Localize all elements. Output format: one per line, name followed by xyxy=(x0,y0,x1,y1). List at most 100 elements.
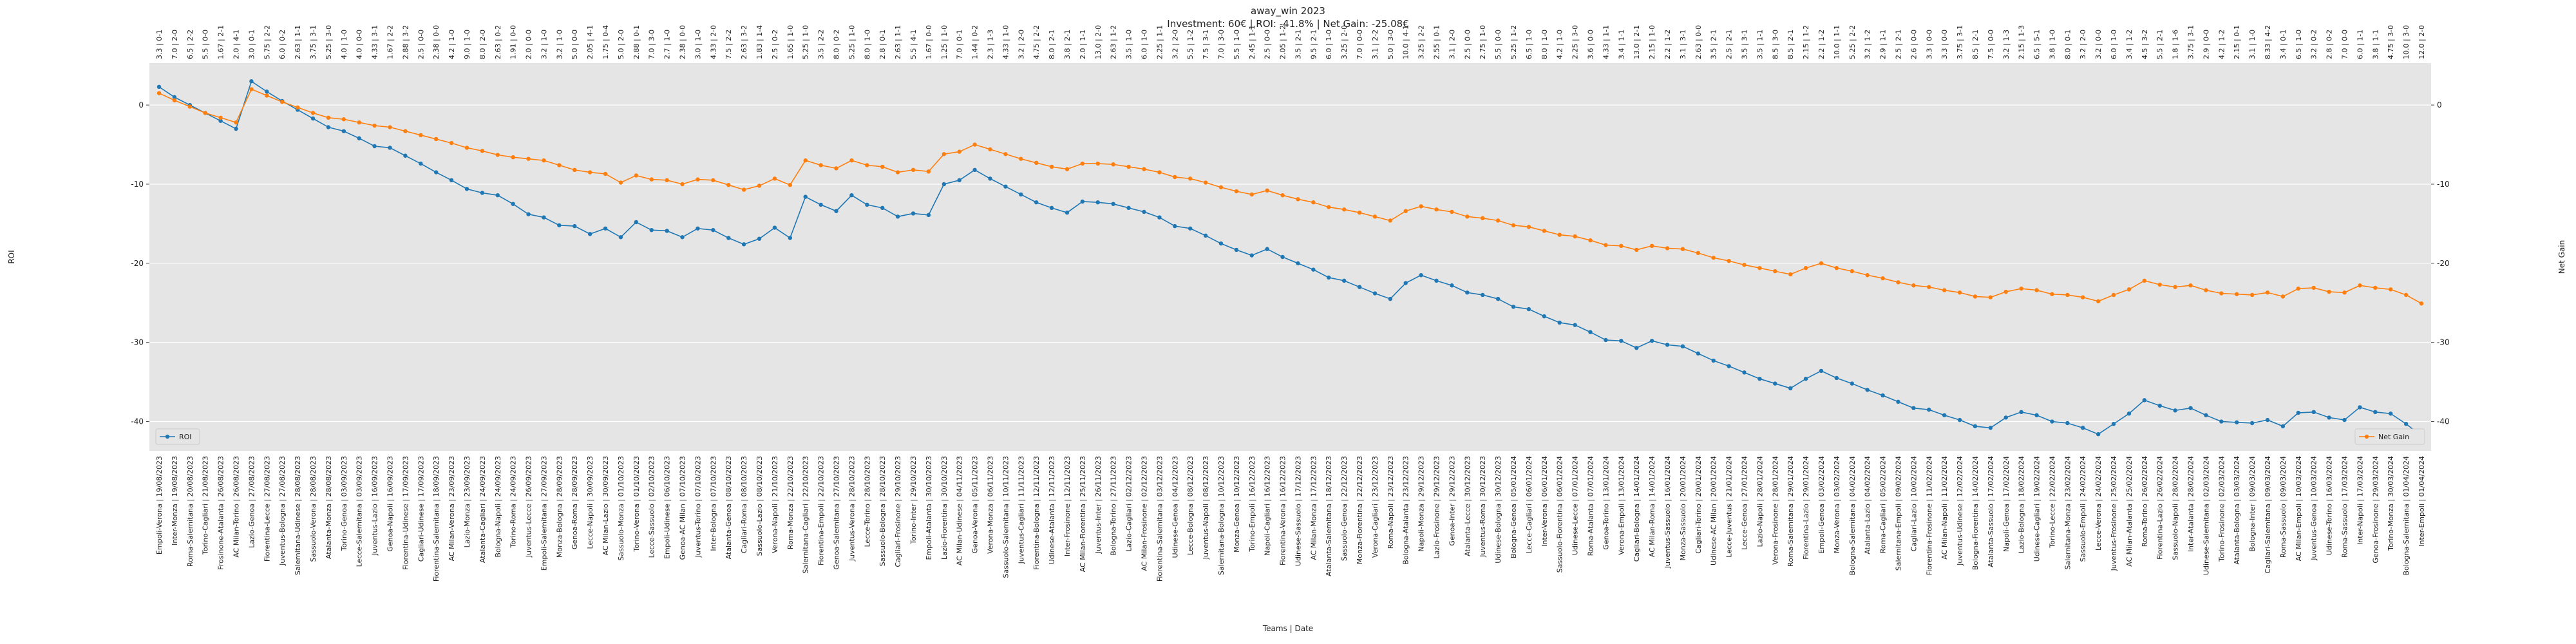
data-point xyxy=(942,182,946,187)
x-tick-label: Sassuolo-Napoli | 28/02/2024 xyxy=(2172,456,2180,560)
top-tick-label: 6.5 | 1-0 xyxy=(1525,30,1533,59)
x-tick-label: Fiorentina-Udinese | 17/09/2023 xyxy=(401,456,410,570)
data-point xyxy=(1680,344,1685,349)
x-tick-label: Inter-Monza | 19/08/2023 xyxy=(171,456,179,545)
data-point xyxy=(1065,167,1070,171)
top-tick-label: 3.2 | 2-0 xyxy=(1017,30,1025,59)
top-tick-label: 9.0 | 1-0 xyxy=(463,30,471,59)
x-tick-label: AC Milan-Empoli | 10/03/2024 xyxy=(2295,456,2303,561)
top-tick-label: 2.0 | 1-1 xyxy=(1079,30,1087,59)
top-tick-label: 2.8 | 0-1 xyxy=(878,30,887,59)
data-point xyxy=(1649,243,1654,248)
plot-background xyxy=(149,63,2431,451)
data-point xyxy=(1173,223,1177,229)
data-point xyxy=(249,87,254,91)
data-point xyxy=(880,205,885,211)
data-point xyxy=(1111,162,1115,167)
top-tick-label: 4.5 | 3-2 xyxy=(2141,30,2149,59)
data-point xyxy=(1757,377,1762,381)
data-point xyxy=(1742,370,1747,375)
data-point xyxy=(972,142,977,147)
data-point xyxy=(895,170,900,175)
top-tick-label: 5.0 | 2-0 xyxy=(617,30,625,59)
top-tick-label: 2.63 | 1-1 xyxy=(294,25,302,59)
top-tick-label: 1.83 | 1-4 xyxy=(755,25,764,59)
data-point xyxy=(2188,406,2193,410)
x-tick-label: Monza-Bologna | 28/09/2023 xyxy=(555,456,564,558)
data-point xyxy=(480,149,485,153)
data-point xyxy=(341,117,346,122)
data-point xyxy=(741,187,746,192)
data-point xyxy=(1357,211,1362,215)
data-point xyxy=(1526,307,1531,312)
data-point xyxy=(1095,161,1100,166)
x-tick-label: AC Milan-Udinese | 04/11/2023 xyxy=(956,456,964,565)
data-point xyxy=(1850,269,1854,274)
x-tick-label: Torino-Inter | 29/10/2023 xyxy=(909,456,918,545)
top-tick-label: 4.75 | 3-0 xyxy=(2387,25,2395,59)
data-point xyxy=(234,126,238,131)
top-tick-label: 2.63 | 0-2 xyxy=(494,25,502,59)
data-point xyxy=(1126,164,1131,169)
data-point xyxy=(711,228,715,232)
top-tick-label: 7.5 | 2-2 xyxy=(724,30,733,59)
data-point xyxy=(511,202,515,206)
data-point xyxy=(341,129,346,133)
top-tick-label: 3.75 | 3-1 xyxy=(309,25,317,59)
x-tick-label: Sassuolo-Bologna | 28/10/2023 xyxy=(878,456,887,566)
data-point xyxy=(849,158,854,163)
data-point xyxy=(1327,275,1331,280)
x-tick-label: Lecce-Salernitana | 03/09/2023 xyxy=(355,456,364,567)
top-tick-label: 3.2 | 0-0 xyxy=(2094,30,2103,59)
top-tick-label: 3.2 | 2-0 xyxy=(2079,30,2087,59)
top-tick-label: 2.5 | 2-1 xyxy=(1725,30,1734,59)
legend-label: ROI xyxy=(179,433,192,441)
x-tick-label: Atalanta-Cagliari | 24/09/2023 xyxy=(478,456,487,563)
data-point xyxy=(803,194,808,199)
legend-marker xyxy=(2364,434,2369,439)
top-tick-label: 4.33 | 1-0 xyxy=(1001,25,1010,59)
data-point xyxy=(1511,223,1516,228)
x-tick-label: Verona-Empoli | 13/01/2024 xyxy=(1617,456,1625,555)
x-tick-label: Lazio-Napoli | 28/01/2024 xyxy=(1756,456,1764,547)
data-point xyxy=(433,137,439,142)
data-point xyxy=(1557,320,1562,325)
x-tick-label: Roma-Atalanta | 07/01/2024 xyxy=(1587,456,1595,556)
data-point xyxy=(1311,200,1316,205)
data-point xyxy=(2188,283,2193,288)
data-point xyxy=(649,177,654,182)
top-tick-label: 2.63 | 3-2 xyxy=(740,25,748,59)
x-tick-label: Torino-Verona | 01/10/2023 xyxy=(632,456,641,553)
legend: Net Gain xyxy=(2354,428,2425,445)
data-point xyxy=(2081,295,2085,299)
data-point xyxy=(2249,421,2255,426)
x-tick-label: Salernitana-Monza | 23/02/2024 xyxy=(2063,456,2072,569)
data-point xyxy=(926,169,931,174)
x-tick-label: Fiorentina-Salernitana | 18/09/2023 xyxy=(432,456,440,582)
legend-label: Net Gain xyxy=(2378,433,2409,441)
data-point xyxy=(2034,413,2039,417)
data-point xyxy=(156,91,162,95)
data-point xyxy=(1896,280,1900,285)
data-point xyxy=(603,171,608,176)
x-tick-label: Empoli-Udinese | 06/10/2023 xyxy=(663,456,672,559)
data-point xyxy=(1327,205,1331,209)
data-point xyxy=(1727,364,1731,368)
data-point xyxy=(2173,408,2177,413)
x-tick-label: Genoa-Torino | 13/01/2024 xyxy=(1602,456,1610,550)
data-point xyxy=(1465,214,1470,219)
x-tick-label: Cagliari-Torino | 20/01/2024 xyxy=(1694,456,1703,554)
x-tick-label: Fiorentina-Lazio | 26/02/2024 xyxy=(2156,456,2164,560)
data-point xyxy=(2327,415,2331,420)
x-tick-label: Sassuolo-Fiorentina | 06/01/2024 xyxy=(1556,456,1564,573)
data-point xyxy=(1803,377,1808,381)
y2-axis-label: Net Gain xyxy=(2557,240,2566,274)
data-point xyxy=(2065,292,2070,298)
top-tick-label: 7.0 | 0-1 xyxy=(956,30,964,59)
x-tick-label: Inter-Verona | 06/01/2024 xyxy=(1540,456,1549,547)
data-point xyxy=(372,123,377,128)
data-point xyxy=(1819,368,1824,374)
x-tick-label: Lazio-Fiorentina | 30/10/2023 xyxy=(940,456,949,560)
data-point xyxy=(1727,258,1731,263)
x-tick-label: Bologna-Torino | 27/11/2023 xyxy=(1110,456,1118,556)
